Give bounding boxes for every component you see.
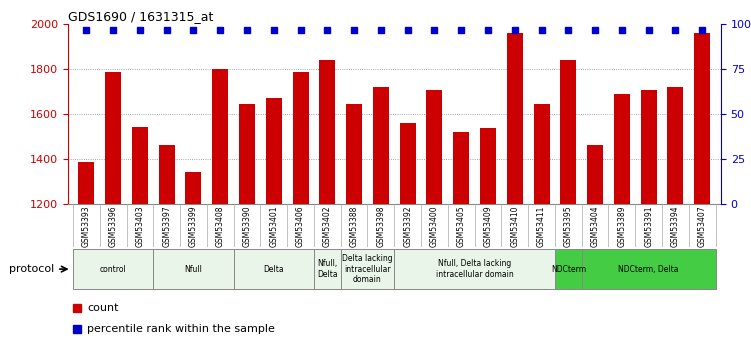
Bar: [158, 145, 175, 345]
Text: GSM53409: GSM53409: [484, 206, 493, 247]
Bar: [293, 72, 309, 345]
Bar: [453, 132, 469, 345]
Text: Nfull,
Delta: Nfull, Delta: [317, 259, 338, 279]
Bar: [185, 172, 201, 345]
Bar: [694, 33, 710, 345]
Bar: [560, 60, 576, 345]
Bar: [105, 72, 121, 345]
Bar: [346, 104, 362, 345]
FancyBboxPatch shape: [234, 249, 314, 289]
FancyBboxPatch shape: [394, 249, 555, 289]
Text: Nfull, Delta lacking
intracellular domain: Nfull, Delta lacking intracellular domai…: [436, 259, 514, 279]
Text: GSM53396: GSM53396: [109, 206, 118, 247]
Text: GSM53392: GSM53392: [403, 206, 412, 247]
Text: GSM53394: GSM53394: [671, 206, 680, 247]
FancyBboxPatch shape: [555, 249, 582, 289]
FancyBboxPatch shape: [341, 249, 394, 289]
Text: GSM53393: GSM53393: [82, 206, 91, 247]
Bar: [132, 127, 148, 345]
Text: GSM53391: GSM53391: [644, 206, 653, 247]
Text: protocol: protocol: [9, 264, 54, 274]
Text: GSM53389: GSM53389: [617, 206, 626, 247]
Text: GSM53406: GSM53406: [296, 206, 305, 247]
Text: GSM53405: GSM53405: [457, 206, 466, 247]
Text: GSM53395: GSM53395: [564, 206, 573, 247]
Bar: [668, 87, 683, 345]
Text: GSM53400: GSM53400: [430, 206, 439, 247]
Bar: [614, 94, 630, 345]
Bar: [587, 145, 603, 345]
FancyBboxPatch shape: [153, 249, 234, 289]
Text: GSM53399: GSM53399: [189, 206, 198, 247]
Text: GDS1690 / 1631315_at: GDS1690 / 1631315_at: [68, 10, 213, 23]
Text: GSM53404: GSM53404: [590, 206, 599, 247]
Text: GSM53408: GSM53408: [216, 206, 225, 247]
Bar: [266, 98, 282, 345]
Text: count: count: [87, 303, 119, 313]
Bar: [507, 33, 523, 345]
Text: GSM53407: GSM53407: [698, 206, 707, 247]
Text: GSM53388: GSM53388: [350, 206, 359, 247]
Text: Nfull: Nfull: [185, 265, 202, 274]
Text: NDCterm, Delta: NDCterm, Delta: [618, 265, 679, 274]
Bar: [239, 104, 255, 345]
Bar: [641, 90, 656, 345]
Bar: [319, 60, 336, 345]
Text: NDCterm: NDCterm: [550, 265, 586, 274]
Text: GSM53390: GSM53390: [243, 206, 252, 247]
Text: GSM53403: GSM53403: [135, 206, 144, 247]
Text: GSM53398: GSM53398: [376, 206, 385, 247]
FancyBboxPatch shape: [73, 249, 153, 289]
Text: percentile rank within the sample: percentile rank within the sample: [87, 324, 275, 334]
Bar: [480, 128, 496, 345]
Bar: [427, 90, 442, 345]
Bar: [400, 123, 416, 345]
Bar: [533, 104, 550, 345]
Text: Delta lacking
intracellular
domain: Delta lacking intracellular domain: [342, 254, 393, 284]
Bar: [372, 87, 389, 345]
Text: GSM53401: GSM53401: [270, 206, 279, 247]
Text: GSM53397: GSM53397: [162, 206, 171, 247]
Bar: [213, 69, 228, 345]
Text: control: control: [100, 265, 126, 274]
FancyBboxPatch shape: [314, 249, 341, 289]
Bar: [78, 162, 95, 345]
Text: GSM53410: GSM53410: [510, 206, 519, 247]
FancyBboxPatch shape: [582, 249, 716, 289]
Text: GSM53411: GSM53411: [537, 206, 546, 247]
Text: GSM53402: GSM53402: [323, 206, 332, 247]
Text: Delta: Delta: [264, 265, 284, 274]
